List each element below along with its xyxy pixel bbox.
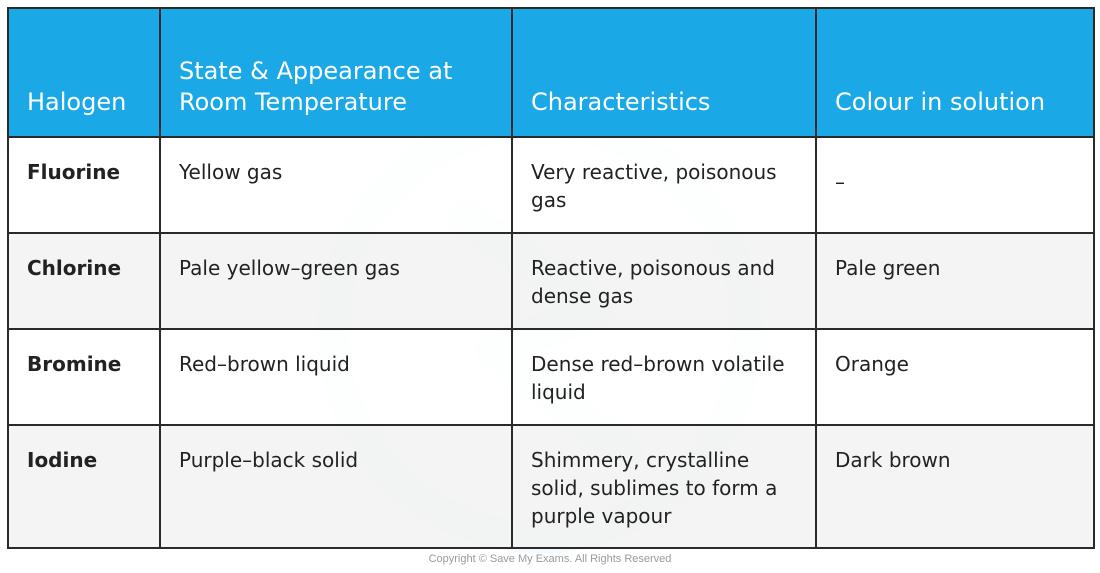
characteristics-cell: Dense red–brown volatile liquid	[511, 328, 817, 426]
state-cell: Yellow gas	[159, 136, 513, 234]
header-colour-in-solution: Colour in solution	[815, 7, 1095, 138]
header-halogen: Halogen	[7, 7, 161, 138]
table-row: Fluorine Yellow gas Very reactive, poiso…	[7, 136, 1095, 234]
header-characteristics: Characteristics	[511, 7, 817, 138]
halogen-table: Halogen State & Appearance at Room Tempe…	[7, 7, 1095, 549]
header-state-appearance: State & Appearance at Room Temperature	[159, 7, 513, 138]
table-row: Chlorine Pale yellow–green gas Reactive,…	[7, 232, 1095, 330]
state-cell: Red–brown liquid	[159, 328, 513, 426]
copyright-notice: Copyright © Save My Exams. All Rights Re…	[428, 553, 672, 565]
halogen-name: Fluorine	[7, 136, 161, 234]
colour-cell: Pale green	[815, 232, 1095, 330]
colour-cell: Orange	[815, 328, 1095, 426]
colour-cell: Dark brown	[815, 424, 1095, 549]
header-row: Halogen State & Appearance at Room Tempe…	[7, 7, 1095, 138]
table-row: Bromine Red–brown liquid Dense red–brown…	[7, 328, 1095, 426]
halogen-name: Bromine	[7, 328, 161, 426]
colour-cell: –	[815, 136, 1095, 234]
characteristics-cell: Shimmery, crystalline solid, sublimes to…	[511, 424, 817, 549]
halogen-name: Chlorine	[7, 232, 161, 330]
halogen-name: Iodine	[7, 424, 161, 549]
state-cell: Pale yellow–green gas	[159, 232, 513, 330]
table-row: Iodine Purple–black solid Shimmery, crys…	[7, 424, 1095, 549]
characteristics-cell: Reactive, poisonous and dense gas	[511, 232, 817, 330]
state-cell: Purple–black solid	[159, 424, 513, 549]
characteristics-cell: Very reactive, poisonous gas	[511, 136, 817, 234]
